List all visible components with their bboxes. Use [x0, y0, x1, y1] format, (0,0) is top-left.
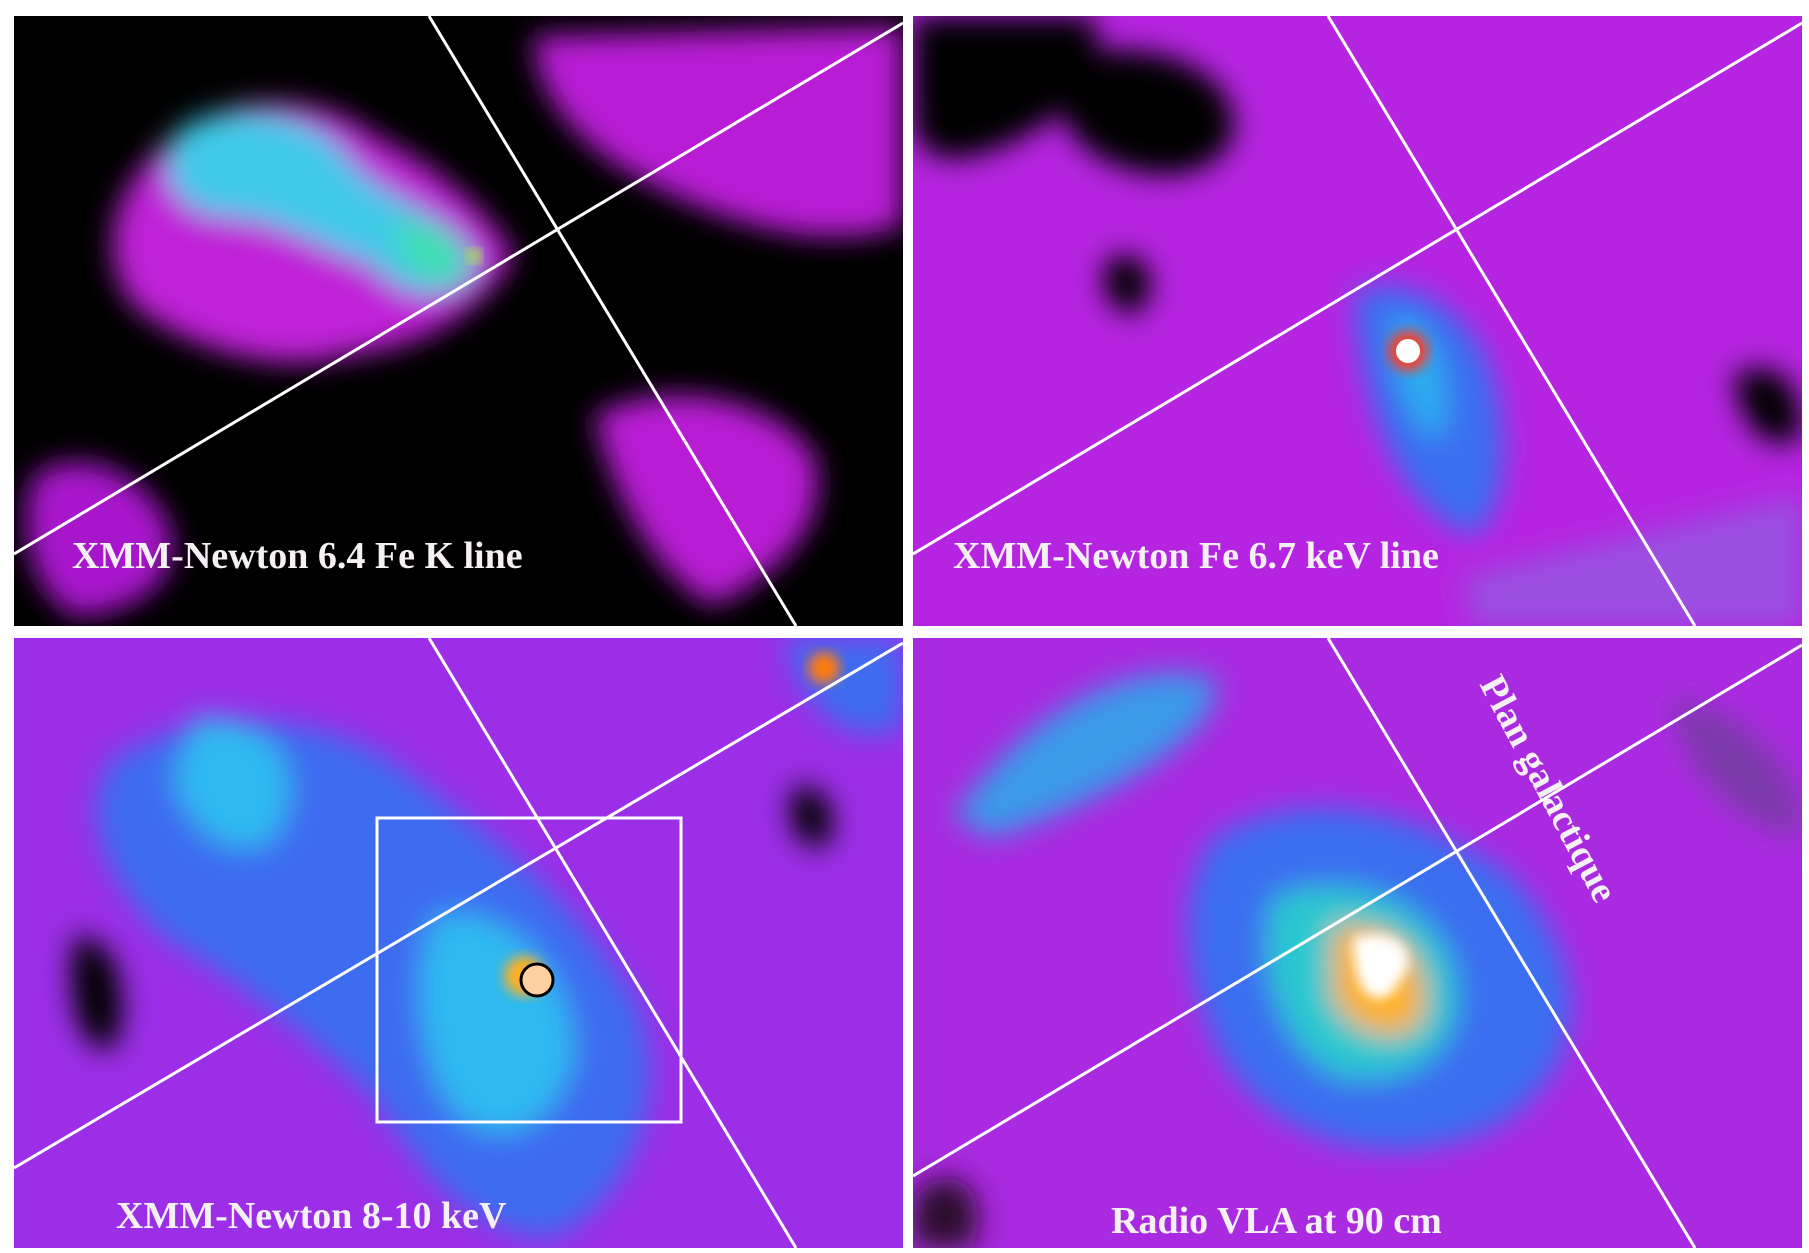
panel-fe-67: XMM-Newton Fe 6.7 keV line: [913, 16, 1802, 626]
page: XMM-Newton 6.4 Fe K line XMM-Newton Fe 6…: [0, 0, 1809, 1253]
map: Radio VLA at 90 cm Plan galactique: [913, 638, 1802, 1248]
map: XMM-Newton Fe 6.7 keV line: [913, 16, 1802, 626]
panel-label: XMM-Newton 8-10 keV: [116, 1195, 507, 1237]
panel-8-10: XMM-Newton 8-10 keV: [14, 638, 903, 1248]
panel-fe-k: XMM-Newton 6.4 Fe K line: [14, 16, 903, 626]
panel-label: Radio VLA at 90 cm: [1111, 1200, 1442, 1242]
panel-radio: Radio VLA at 90 cm Plan galactique: [913, 638, 1802, 1248]
panel-label: XMM-Newton Fe 6.7 keV line: [953, 535, 1439, 577]
map: XMM-Newton 6.4 Fe K line: [14, 16, 903, 626]
panel-label: XMM-Newton 6.4 Fe K line: [72, 535, 523, 577]
map: XMM-Newton 8-10 keV: [14, 638, 903, 1248]
